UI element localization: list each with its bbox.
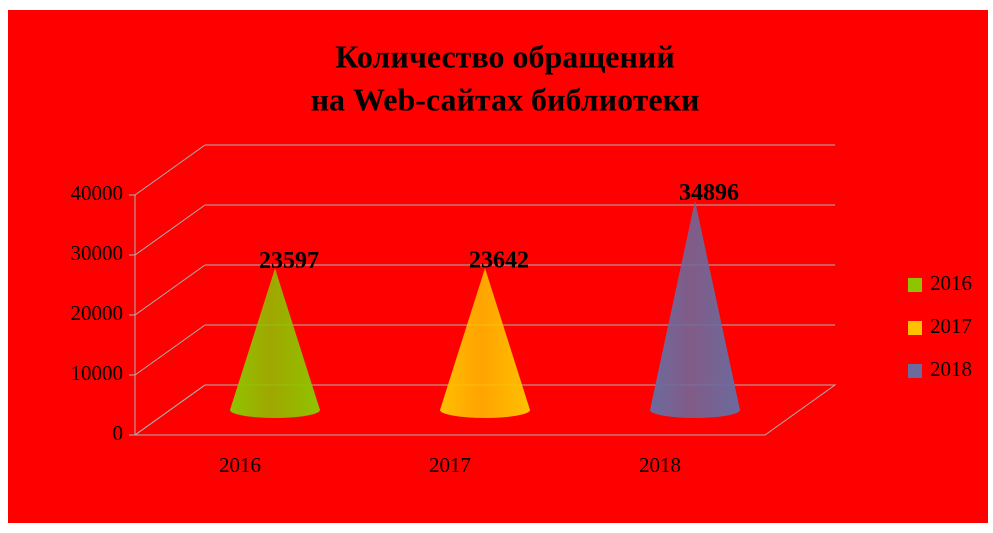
legend-swatch	[908, 321, 922, 335]
cone	[650, 200, 740, 418]
legend-swatch	[908, 364, 922, 378]
legend-swatch	[908, 278, 922, 292]
legend-label: 2016	[930, 271, 972, 295]
cone	[440, 268, 530, 418]
y-tick-label: 30000	[71, 241, 124, 265]
grid-line	[134, 204, 206, 256]
data-label: 23597	[259, 248, 319, 274]
chart-background	[8, 10, 988, 523]
legend-label: 2017	[930, 314, 972, 338]
data-label: 34896	[679, 180, 739, 206]
y-tick-label: 10000	[71, 361, 124, 385]
grid-line	[134, 144, 206, 196]
y-tick-label: 40000	[71, 181, 124, 205]
chart-title: на Web-сайтах библиотеки	[311, 81, 700, 117]
grid-line	[134, 324, 206, 376]
y-tick-label: 20000	[71, 301, 124, 325]
chart-title: Количество обращений	[335, 38, 675, 74]
x-tick-label: 2016	[219, 453, 261, 477]
x-tick-label: 2017	[429, 453, 471, 477]
legend-label: 2018	[930, 357, 972, 381]
x-tick-label: 2018	[639, 453, 681, 477]
grid-line	[134, 384, 206, 436]
cone	[230, 268, 320, 418]
data-label: 23642	[469, 248, 529, 274]
y-tick-label: 0	[113, 421, 124, 445]
grid-line	[134, 264, 206, 316]
